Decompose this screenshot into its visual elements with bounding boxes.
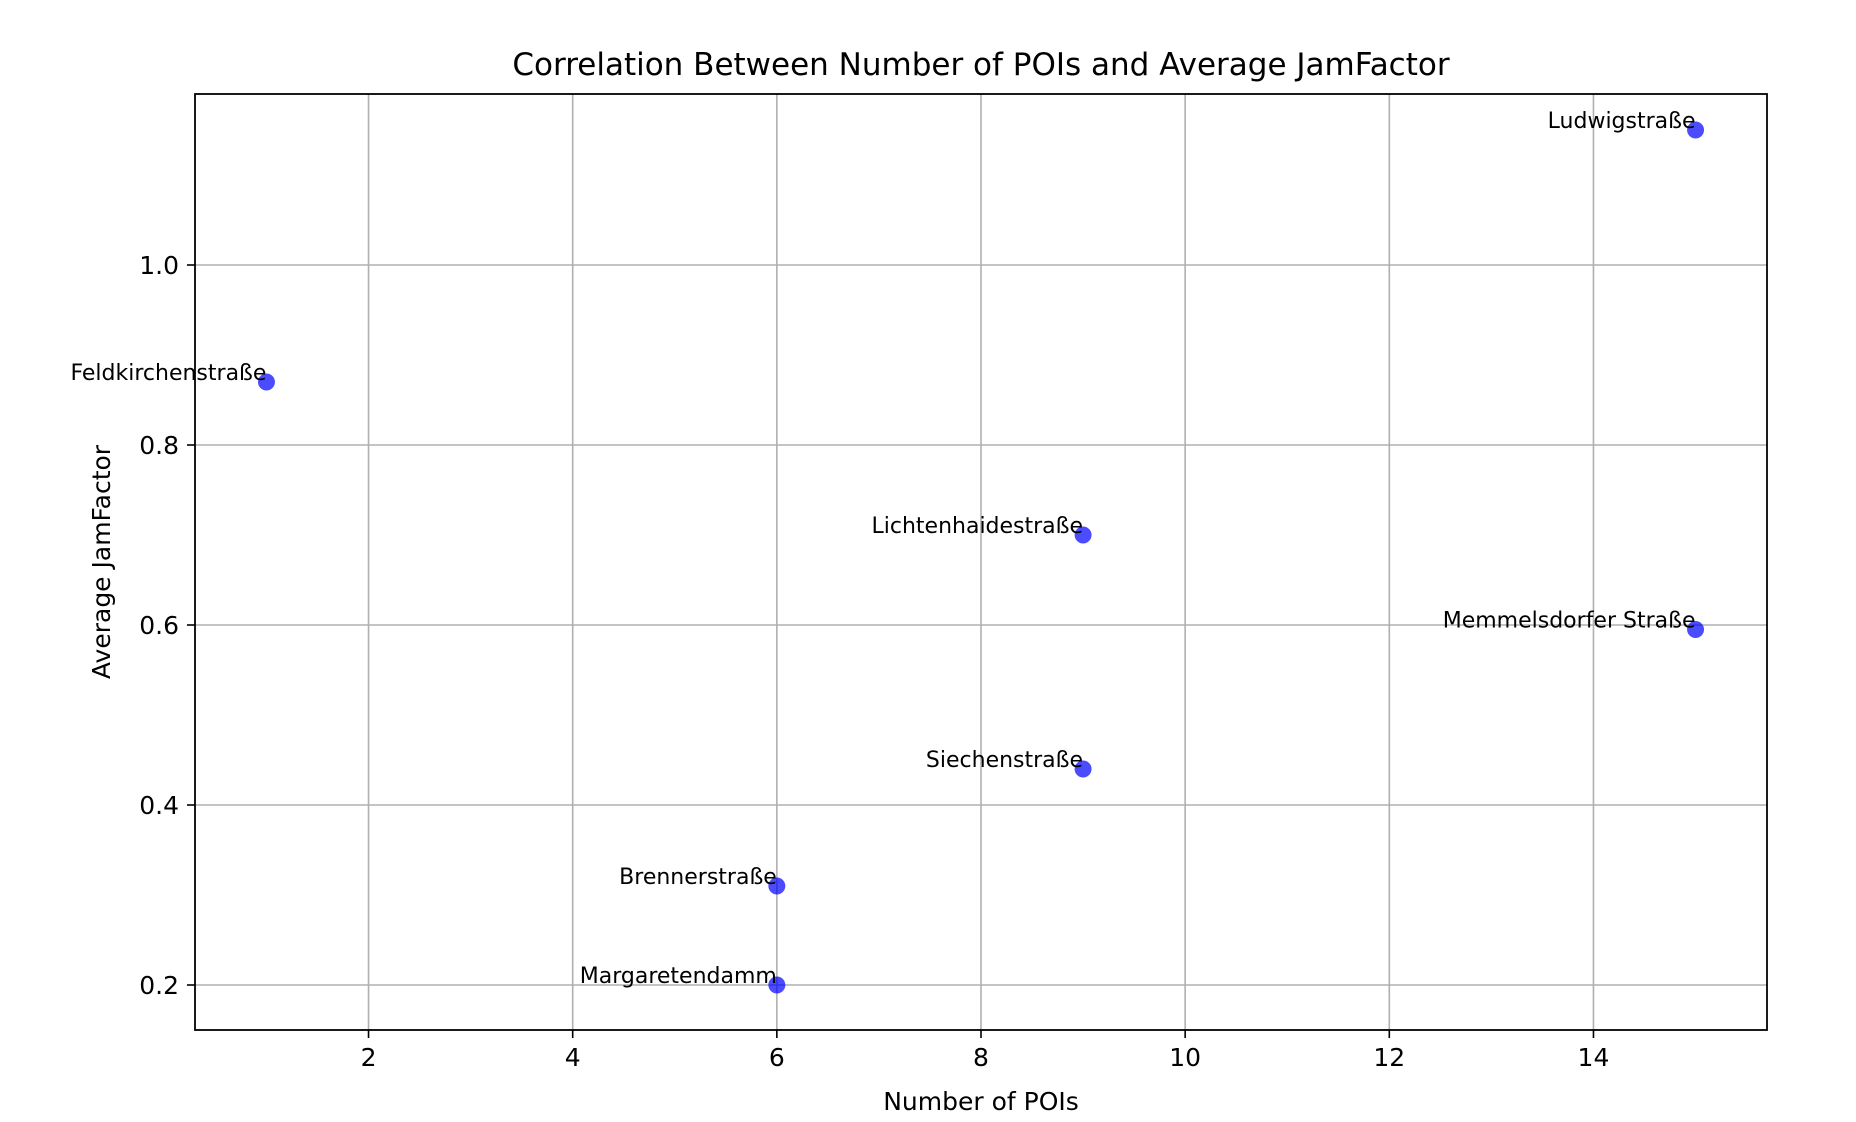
x-tick-label: 8 — [973, 1043, 989, 1072]
y-tick-label: 0.8 — [139, 431, 179, 460]
x-tick-label: 14 — [1578, 1043, 1610, 1072]
x-tick-label: 4 — [565, 1043, 581, 1072]
x-tick-label: 6 — [769, 1043, 785, 1072]
point-label: Margaretendamm — [580, 964, 777, 989]
grid — [195, 94, 1767, 1030]
data-point — [1687, 121, 1705, 139]
y-axis-label: Average JamFactor — [87, 444, 116, 679]
y-tick-label: 0.6 — [139, 611, 179, 640]
point-label: Lichtenhaidestraße — [872, 514, 1084, 539]
point-label: Siechenstraße — [926, 748, 1083, 773]
point-label: Memmelsdorfer Straße — [1443, 609, 1696, 634]
x-tick-label: 2 — [361, 1043, 377, 1072]
x-axis-label: Number of POIs — [883, 1087, 1079, 1116]
point-labels: Ludwigstraße Feldkirchenstraße Lichtenhaid… — [70, 109, 1695, 989]
y-tick-label: 0.2 — [139, 971, 179, 1000]
x-tick-label: 12 — [1373, 1043, 1405, 1072]
point-label: Ludwigstraße — [1548, 109, 1696, 134]
point-label: Feldkirchenstraße — [70, 361, 266, 386]
chart-title: Correlation Between Number of POIs and A… — [512, 47, 1449, 83]
data-point — [1687, 621, 1705, 638]
data-point — [1074, 760, 1092, 778]
y-tick-label: 0.4 — [139, 791, 179, 820]
data-points — [257, 121, 1705, 994]
x-tick-label: 10 — [1169, 1043, 1201, 1072]
ticks: 2 4 6 8 10 12 14 0.2 0.4 0.6 0.8 1.0 — [139, 251, 1609, 1072]
data-point — [768, 877, 786, 895]
point-label: Brennerstraße — [619, 865, 777, 890]
plot-frame — [194, 93, 1768, 1031]
data-point — [257, 373, 275, 391]
y-tick-label: 1.0 — [139, 251, 179, 280]
data-point — [1074, 526, 1092, 544]
data-point — [768, 976, 786, 994]
